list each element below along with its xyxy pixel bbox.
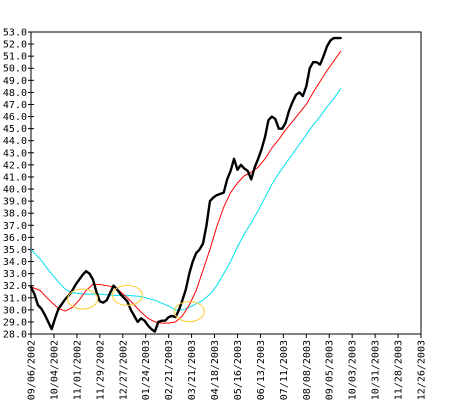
y-axis: 28.0 29.030.031.032.033.034.035.036.037.0… <box>3 28 34 341</box>
series-line-1 <box>30 50 342 324</box>
x-tick-label: 10/04/2002 <box>49 340 60 400</box>
y-tick-label: 28.0 <box>3 330 27 341</box>
x-tick-label: 11/01/2002 <box>72 340 83 400</box>
x-tick-label: 10/31/2003 <box>371 340 382 400</box>
y-tick-label: 50.0 <box>3 64 27 75</box>
y-tick-label: 30.0 <box>3 305 27 316</box>
y-tick-label: 40.0 <box>3 185 27 196</box>
y-tick-label: 49.0 <box>3 76 27 87</box>
y-tick-label: 53.0 <box>3 28 27 39</box>
y-tick-label: 34.0 <box>3 257 27 268</box>
crossover-ellipse-2 <box>173 301 205 323</box>
y-tick-label: 51.0 <box>3 52 27 63</box>
series-layer <box>29 36 342 333</box>
y-tick-label: 47.0 <box>3 100 27 111</box>
y-tick-label: 38.0 <box>3 209 27 220</box>
y-tick-label: 36.0 <box>3 233 27 244</box>
crossover-ellipse-0 <box>67 288 99 310</box>
x-tick-label: 12/27/2002 <box>118 340 129 400</box>
y-tick-label: 41.0 <box>3 172 27 183</box>
y-tick-label: 48.0 <box>3 88 27 99</box>
crossover-ellipse-1 <box>111 284 143 306</box>
x-tick-label: 09/06/2002 <box>27 340 38 400</box>
y-tick-label: 39.0 <box>3 197 27 208</box>
y-tick-label: 45.0 <box>3 124 27 135</box>
x-tick-label: 06/13/2003 <box>256 340 267 400</box>
y-tick-label: 29.0 <box>3 317 27 328</box>
x-tick-label: 11/28/2003 <box>394 340 405 400</box>
y-tick-label: 46.0 <box>3 112 27 123</box>
y-tick-label: 32.0 <box>3 281 27 292</box>
y-tick-label: 42.0 <box>3 160 27 171</box>
x-tick-label: 02/21/2003 <box>164 340 175 400</box>
y-tick-label: 44.0 <box>3 136 27 147</box>
y-tick-label: 43.0 <box>3 148 27 159</box>
x-tick-label: 04/18/2003 <box>210 340 221 400</box>
x-tick-label: 11/29/2002 <box>95 340 106 400</box>
x-tick-label: 03/21/2003 <box>187 340 198 400</box>
y-tick-label: 33.0 <box>3 269 27 280</box>
x-tick-label: 12/26/2003 <box>417 340 428 400</box>
series-line-0 <box>29 36 342 333</box>
x-axis: 09/06/2002 10/04/2002 11/01/2002 11/29/2002… <box>27 334 428 400</box>
y-tick-label: 31.0 <box>3 293 27 304</box>
x-tick-label: 01/24/2003 <box>141 340 152 400</box>
y-tick-label: 52.0 <box>3 40 27 51</box>
x-tick-label: 05/16/2003 <box>233 340 244 400</box>
y-tick-label: 37.0 <box>3 221 27 232</box>
x-tick-label: 10/03/2003 <box>348 340 359 400</box>
x-tick-label: 08/08/2003 <box>302 340 313 400</box>
y-tick-label: 35.0 <box>3 245 27 256</box>
series-line-2 <box>30 88 342 311</box>
x-tick-label: 07/11/2003 <box>279 340 290 400</box>
x-tick-label: 09/05/2003 <box>325 340 336 400</box>
annotation-layer <box>67 284 205 323</box>
